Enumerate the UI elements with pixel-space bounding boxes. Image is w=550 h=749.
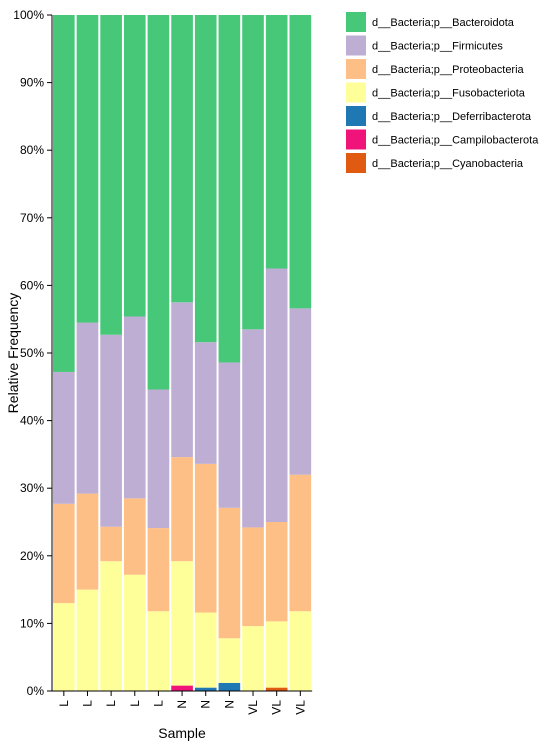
bar-segment-8-series-3 (218, 682, 241, 691)
y-axis: 0% 10% 20% 30% 40% 50% 60% 70% 80% 90% 100% (13, 8, 53, 698)
bar-segment-3-series-6 (100, 334, 122, 527)
y-tick-label-7: 70% (20, 211, 44, 225)
bar-segment-10-series-7 (265, 15, 288, 269)
legend-swatch-2 (346, 35, 366, 56)
legend-swatch-4 (346, 82, 366, 103)
y-tick-label-8: 80% (20, 143, 44, 157)
bar-segment-8-series-7 (218, 15, 241, 363)
bar-segment-6-series-5 (171, 457, 193, 562)
bar-segment-1-series-7 (53, 15, 75, 372)
bar-segment-5-series-6 (147, 389, 170, 529)
y-tick-label-10: 100% (13, 8, 44, 22)
legend-swatch-6 (346, 129, 366, 150)
bar-segment-10-series-5 (265, 522, 288, 622)
legend-swatch-7 (346, 153, 366, 173)
bar-segment-5-series-5 (147, 528, 170, 612)
bar-segment-7-series-4 (194, 612, 217, 688)
bars-group (53, 15, 312, 691)
bar-segment-4-series-7 (123, 15, 146, 317)
bar-segment-7-series-3 (194, 687, 217, 691)
y-tick-label-9: 90% (20, 76, 44, 90)
y-tick-label-5: 50% (20, 346, 44, 360)
bar-segment-4-series-5 (123, 498, 146, 575)
bar-segment-6-series-7 (171, 15, 193, 303)
bar-segment-10-series-6 (265, 268, 288, 522)
x-tick-label-9: VL (246, 700, 260, 715)
bar-segment-7-series-6 (194, 342, 217, 464)
bar-segment-1-series-5 (53, 503, 75, 604)
x-tick-label-4: L (128, 700, 142, 707)
bar-segment-6-series-2 (171, 685, 193, 691)
x-tick-label-10: VL (270, 700, 284, 715)
bar-segment-10-series-1 (265, 687, 288, 691)
bar-segment-8-series-4 (218, 638, 241, 683)
bar-segment-11-series-7 (289, 15, 312, 309)
x-tick-label-8: N (222, 700, 236, 709)
bar-segment-2-series-7 (76, 15, 99, 323)
bar-segment-2-series-5 (76, 493, 99, 590)
bar-segment-4-series-4 (123, 574, 146, 691)
bar-segment-5-series-4 (147, 611, 170, 691)
legend-label-4: d__Bacteria;p__Fusobacteriota (372, 88, 526, 100)
bar-segment-7-series-7 (194, 15, 217, 343)
bar-segment-4-series-6 (123, 316, 146, 499)
y-tick-label-3: 30% (20, 481, 44, 495)
bar-segment-11-series-4 (289, 611, 312, 691)
bar-segment-9-series-4 (242, 626, 264, 691)
legend-swatch-3 (346, 59, 366, 79)
bar-segment-3-series-7 (100, 15, 122, 335)
x-axis: L L L L L N N N VL VL VL (52, 690, 313, 715)
legend-swatch-5 (346, 106, 366, 126)
legend-label-6: d__Bacteria;p__Campilobacterota (372, 135, 539, 147)
bar-segment-8-series-5 (218, 507, 241, 639)
x-tick-label-5: L (151, 700, 165, 707)
legend-label-7: d__Bacteria;p__Cyanobacteria (372, 158, 524, 170)
bar-segment-2-series-4 (76, 589, 99, 691)
legend-label-5: d__Bacteria;p__Deferribacterota (372, 111, 532, 123)
bar-segment-10-series-4 (265, 621, 288, 688)
legend-label-3: d__Bacteria;p__Proteobacteria (372, 64, 525, 76)
bar-segment-9-series-7 (242, 15, 264, 330)
bar-segment-11-series-5 (289, 474, 312, 612)
bar-segment-8-series-6 (218, 362, 241, 508)
bar-segment-6-series-4 (171, 561, 193, 686)
bar-segment-3-series-4 (100, 561, 122, 691)
bar-segment-9-series-5 (242, 527, 264, 627)
bar-segment-11-series-6 (289, 308, 312, 475)
x-axis-title: Sample (158, 725, 206, 741)
bar-segment-3-series-5 (100, 526, 122, 562)
legend: d__Bacteria;p__Bacteroidota d__Bacteria;p… (346, 12, 539, 173)
y-tick-label-2: 20% (20, 549, 44, 563)
x-tick-label-7: N (199, 700, 213, 709)
x-tick-label-3: L (104, 700, 118, 707)
x-tick-label-1: L (57, 700, 71, 707)
x-tick-label-6: N (175, 700, 189, 709)
y-axis-title: Relative Frequency (5, 293, 21, 414)
x-tick-label-11: VL (293, 700, 307, 715)
legend-label-1: d__Bacteria;p__Bacteroidota (372, 17, 515, 29)
bar-segment-1-series-6 (53, 371, 75, 504)
bar-segment-1-series-4 (53, 603, 75, 691)
bar-segment-7-series-5 (194, 463, 217, 613)
y-tick-label-4: 40% (20, 414, 44, 428)
legend-swatch-1 (346, 12, 366, 32)
bar-segment-2-series-6 (76, 322, 99, 494)
y-tick-label-6: 60% (20, 278, 44, 292)
y-tick-label-1: 10% (20, 616, 44, 630)
x-tick-label-2: L (80, 700, 94, 707)
bar-segment-6-series-6 (171, 302, 193, 458)
bar-segment-9-series-6 (242, 329, 264, 528)
bar-segment-5-series-7 (147, 15, 170, 390)
y-tick-label-0: 0% (27, 684, 45, 698)
legend-label-2: d__Bacteria;p__Firmicutes (372, 41, 503, 53)
